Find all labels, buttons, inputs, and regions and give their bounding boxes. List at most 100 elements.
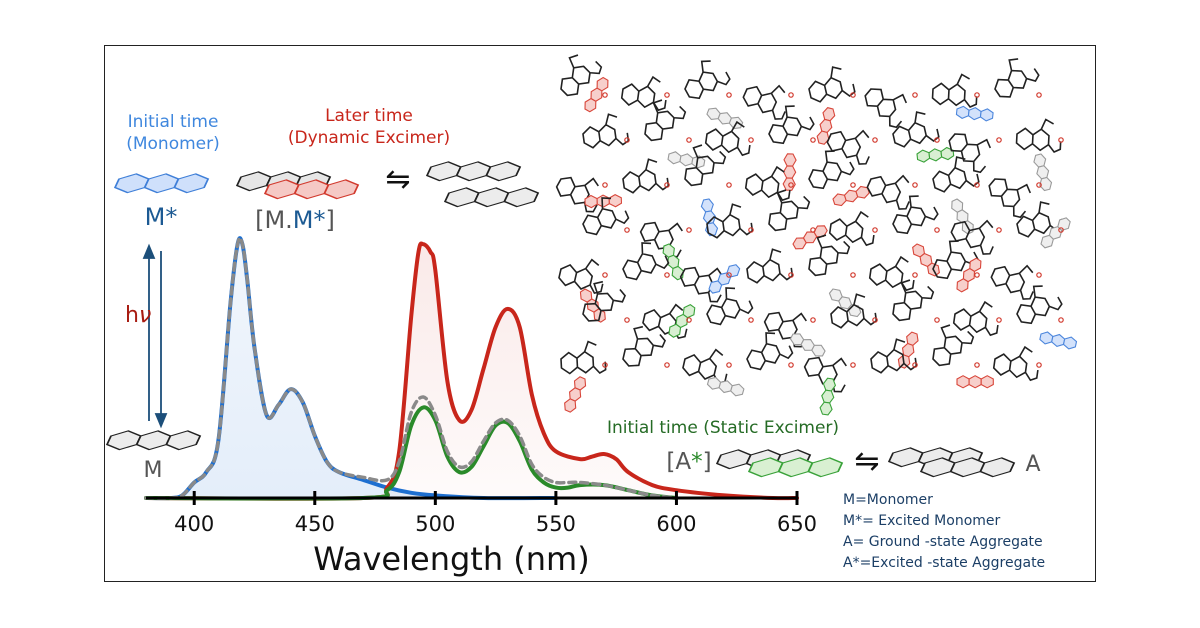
steroid-unit xyxy=(943,120,1000,176)
steroid-unit xyxy=(983,165,1040,221)
oxygen-atom xyxy=(872,227,878,233)
oxygen-atom xyxy=(912,272,918,278)
pyrene-rings xyxy=(782,153,797,191)
oxygen-atom xyxy=(1058,317,1064,323)
pyrene-unit xyxy=(782,153,797,191)
later-time-line1: Later time xyxy=(325,106,413,126)
pyrene-rings xyxy=(561,374,589,415)
oxygen-atom xyxy=(1036,92,1042,98)
steroid-unit xyxy=(556,252,609,296)
a-star-suffix: ] xyxy=(703,449,712,475)
oxygen-atom xyxy=(664,182,670,188)
steroid-unit xyxy=(985,50,1042,104)
initial-time-static-label: Initial time (Static Excimer) xyxy=(607,418,839,438)
pyrene-unit xyxy=(788,330,828,360)
oxygen-atom xyxy=(664,362,670,368)
pyrene-rings xyxy=(788,330,828,360)
steroid-unit xyxy=(559,339,607,376)
pyrene-rings xyxy=(956,375,994,389)
pyrene-unit xyxy=(665,302,699,340)
a-star-label: [A*] xyxy=(666,449,711,475)
steroid-unit xyxy=(739,325,795,375)
steroid-unit xyxy=(920,315,977,372)
steroid-unit xyxy=(991,342,1042,382)
pyrene-unit xyxy=(584,193,623,209)
steroid-unit xyxy=(884,187,941,239)
hv-h: h xyxy=(125,303,139,328)
steroid-unit xyxy=(571,272,628,328)
oxygen-atom xyxy=(850,182,856,188)
a-star-prefix: [A xyxy=(666,449,691,475)
mm-star-prefix: [M. xyxy=(255,206,293,234)
series-line-2 xyxy=(144,405,679,501)
oxygen-atom xyxy=(788,272,794,278)
pyrene-unit xyxy=(815,106,837,146)
emission-spectrum-chart: 400 450 500 550 600 650 Wavelength (nm) xyxy=(144,236,817,578)
oxygen-atom xyxy=(934,317,940,323)
figure-frame: Initial time (Monomer) Later time (Dynam… xyxy=(104,45,1096,582)
pyrene-unit xyxy=(956,375,994,389)
hv-label: hν xyxy=(125,303,151,328)
oxygen-atom xyxy=(602,362,608,368)
pyrene-unit xyxy=(581,75,612,114)
steroid-unit xyxy=(931,72,979,109)
oxygen-atom xyxy=(1036,182,1042,188)
oxygen-atom xyxy=(624,317,630,323)
initial-time-monomer-line2: (Monomer) xyxy=(126,134,220,154)
pyrene-rings xyxy=(1038,330,1078,351)
ground-aggregate-molecule xyxy=(885,446,1018,478)
oxygen-atom xyxy=(686,137,692,143)
a-star-mid: * xyxy=(691,449,703,475)
x-tick-label-400: 400 xyxy=(174,512,214,536)
pyrene-unit xyxy=(1038,330,1078,351)
oxygen-atom xyxy=(748,137,754,143)
steroid-unit xyxy=(827,207,878,247)
x-tick-label-650: 650 xyxy=(777,512,817,536)
steroid-unit xyxy=(888,107,941,151)
oxygen-atom xyxy=(850,362,856,368)
steroid-unit xyxy=(676,52,733,104)
pyrene-rings xyxy=(1031,152,1054,192)
oxygen-atom xyxy=(664,92,670,98)
oxygen-atom xyxy=(686,317,692,323)
pyrene-unit xyxy=(826,285,864,320)
oxygen-atom xyxy=(1036,362,1042,368)
oxygen-atom xyxy=(726,272,732,278)
figure-canvas: Initial time (Monomer) Later time (Dynam… xyxy=(105,46,1078,578)
oxygen-atom xyxy=(850,272,856,278)
initial-time-monomer-line1: Initial time xyxy=(128,112,219,132)
hv-nu: ν xyxy=(139,303,151,328)
pyrene-unit xyxy=(1031,152,1054,192)
pyrene-unit xyxy=(955,105,994,123)
series-line-1 xyxy=(144,241,799,501)
series-fill-1 xyxy=(146,243,797,499)
x-tick-label-500: 500 xyxy=(415,512,455,536)
legend-line-1: M*= Excited Monomer xyxy=(843,513,1001,529)
oxygen-atom xyxy=(748,317,754,323)
molecular-network-illustration xyxy=(548,46,1078,416)
oxygen-atom xyxy=(810,137,816,143)
oxygen-atom xyxy=(726,182,732,188)
steroid-unit xyxy=(804,62,857,106)
oxygen-atom xyxy=(686,227,692,233)
oxygen-atom xyxy=(624,227,630,233)
mm-star-suffix: ] xyxy=(326,206,335,234)
oxygen-atom xyxy=(810,227,816,233)
x-tick-label-550: 550 xyxy=(536,512,576,536)
steroid-unit xyxy=(1015,117,1063,154)
abbreviation-legend: M=Monomer M*= Excited Monomer A= Ground … xyxy=(843,492,1045,571)
oxygen-atom xyxy=(726,92,732,98)
legend-line-0: M=Monomer xyxy=(843,492,933,508)
steroid-unit xyxy=(760,97,817,149)
pyrene-unit xyxy=(705,105,745,132)
steroid-unit xyxy=(632,90,689,147)
oxygen-atom xyxy=(1058,137,1064,143)
x-axis-title: Wavelength (nm) xyxy=(313,540,589,578)
pyrene-unit xyxy=(561,374,589,415)
pyrene-unit xyxy=(916,146,955,164)
oxygen-atom xyxy=(996,317,1002,323)
steroid-unit xyxy=(579,111,630,151)
m-star-label: M* xyxy=(145,203,178,231)
steroid-unit xyxy=(1008,277,1065,329)
steroid-unit xyxy=(619,72,670,112)
